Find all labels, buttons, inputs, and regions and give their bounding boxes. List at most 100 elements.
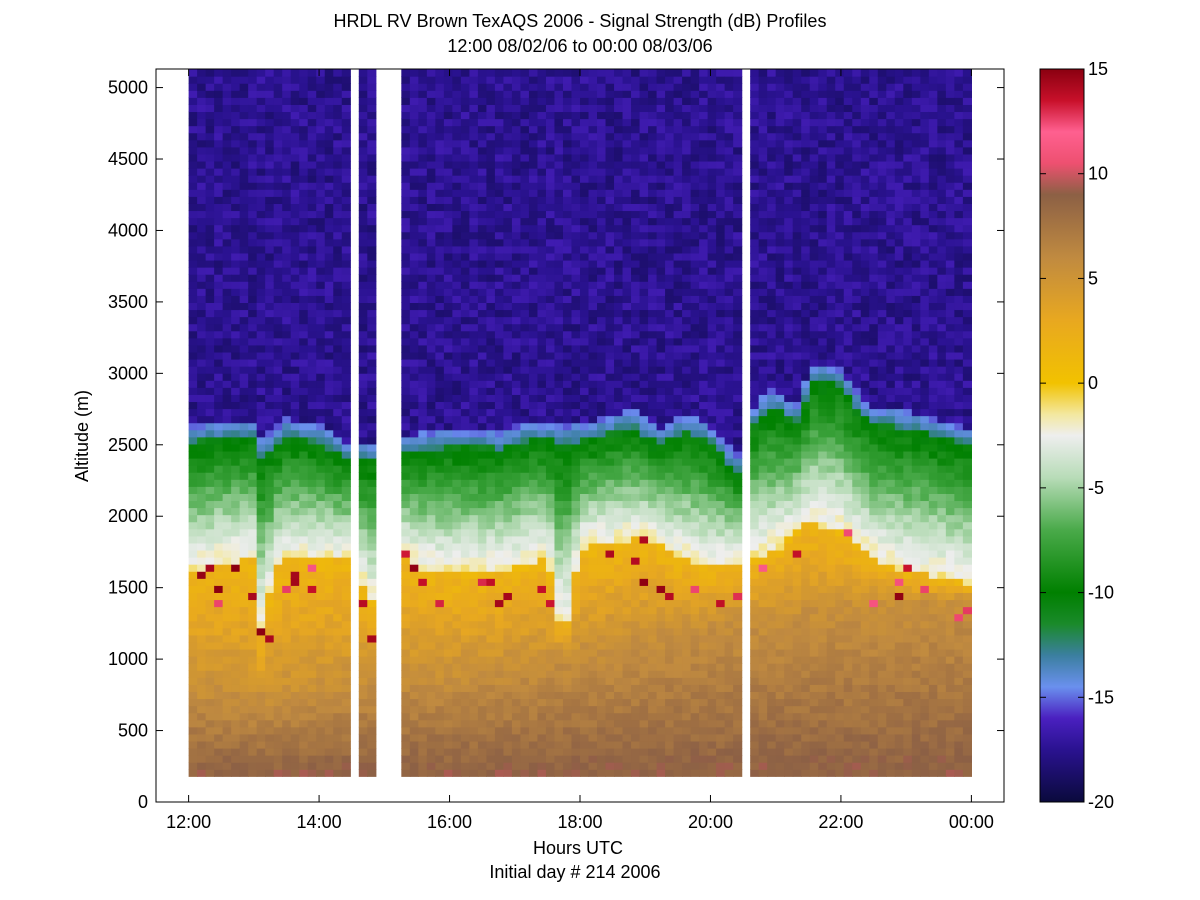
heatmap-cell	[239, 627, 249, 636]
heatmap-cell	[341, 762, 351, 770]
heatmap-cell	[367, 252, 377, 261]
heatmap-cell	[477, 436, 488, 445]
heatmap-cell	[324, 288, 334, 296]
heatmap-cell	[554, 521, 564, 530]
heatmap-cell	[494, 83, 505, 91]
heatmap-cell	[256, 281, 266, 289]
heatmap-cell	[494, 429, 505, 438]
heatmap-cell	[486, 429, 496, 438]
heatmap-cell	[452, 281, 462, 289]
heatmap-cell	[545, 705, 556, 714]
heatmap-cell	[409, 592, 419, 601]
heatmap-cell	[418, 755, 428, 763]
heatmap-cell	[239, 394, 249, 403]
heatmap-cell	[214, 429, 224, 438]
heatmap-cell	[324, 97, 334, 105]
heatmap-cell	[494, 97, 505, 105]
heatmap-cell	[324, 726, 334, 735]
heatmap-cell	[426, 486, 436, 494]
heatmap-cell	[622, 542, 632, 551]
heatmap-cell	[494, 571, 505, 579]
heatmap-cell	[248, 585, 258, 593]
heatmap-cell	[545, 507, 556, 516]
heatmap-cell	[426, 677, 436, 685]
heatmap-cell	[631, 634, 641, 643]
heatmap-cell	[631, 175, 641, 183]
heatmap-cell	[460, 422, 470, 431]
heatmap-cell	[639, 486, 649, 494]
heatmap-cell	[477, 97, 488, 105]
heatmap-cell	[324, 472, 334, 480]
heatmap-cell	[605, 705, 615, 714]
heatmap-cell	[358, 656, 368, 664]
heatmap-cell	[197, 620, 207, 629]
heatmap-cell	[562, 238, 573, 247]
heatmap-cell	[282, 698, 292, 707]
heatmap-cell	[537, 380, 547, 388]
heatmap-cell	[614, 182, 624, 190]
heatmap-cell	[197, 691, 207, 700]
heatmap-cell	[409, 118, 419, 127]
heatmap-cell	[418, 104, 428, 113]
heatmap-cell	[341, 641, 351, 650]
heatmap-cell	[214, 719, 224, 728]
heatmap-cell	[622, 288, 632, 296]
heatmap-cell	[469, 373, 479, 381]
heatmap-cell	[239, 592, 249, 601]
heatmap-cell	[503, 507, 513, 516]
heatmap-cell	[214, 500, 224, 509]
heatmap-cell	[486, 578, 496, 586]
heatmap-cell	[333, 316, 343, 325]
heatmap-cell	[605, 366, 615, 374]
heatmap-cell	[537, 323, 547, 332]
heatmap-cell	[299, 564, 309, 572]
heatmap-cell	[639, 274, 649, 282]
heatmap-cell	[614, 712, 624, 721]
heatmap-cell	[248, 641, 258, 650]
heatmap-cell	[401, 578, 411, 586]
heatmap-cell	[511, 557, 522, 565]
heatmap-cell	[316, 599, 326, 608]
heatmap-cell	[443, 210, 453, 219]
heatmap-cell	[520, 380, 530, 388]
heatmap-cell	[580, 726, 590, 735]
heatmap-cell	[571, 267, 581, 275]
heatmap-cell	[265, 309, 275, 318]
heatmap-cell	[571, 740, 581, 749]
heatmap-cell	[333, 634, 343, 643]
heatmap-cell	[588, 309, 598, 318]
heatmap-cell	[435, 83, 445, 91]
heatmap-cell	[511, 705, 522, 714]
heatmap-cell	[418, 535, 428, 544]
heatmap-cell	[197, 762, 207, 770]
heatmap-cell	[316, 217, 326, 226]
heatmap-cell	[639, 168, 649, 176]
heatmap-cell	[265, 337, 275, 346]
heatmap-cell	[324, 160, 334, 169]
heatmap-cell	[571, 429, 581, 438]
heatmap-cell	[528, 514, 539, 523]
heatmap-cell	[299, 358, 309, 367]
heatmap-cell	[188, 755, 198, 763]
heatmap-cell	[520, 698, 530, 707]
heatmap-cell	[605, 196, 615, 204]
heatmap-cell	[477, 224, 488, 233]
heatmap-cell	[503, 564, 513, 572]
heatmap-cell	[256, 514, 266, 523]
heatmap-cell	[265, 684, 275, 692]
heatmap-cell	[520, 210, 530, 219]
heatmap-cell	[452, 175, 462, 183]
heatmap-cell	[520, 762, 530, 770]
heatmap-cell	[307, 104, 317, 113]
heatmap-cell	[231, 599, 241, 608]
heatmap-cell	[418, 401, 428, 410]
heatmap-cell	[554, 557, 564, 565]
heatmap-cell	[256, 564, 266, 572]
heatmap-cell	[511, 259, 522, 268]
heatmap-cell	[256, 373, 266, 381]
heatmap-cell	[614, 762, 624, 770]
heatmap-cell	[290, 769, 300, 777]
heatmap-cell	[248, 182, 258, 190]
heatmap-cell	[214, 599, 224, 608]
heatmap-cell	[358, 358, 368, 367]
